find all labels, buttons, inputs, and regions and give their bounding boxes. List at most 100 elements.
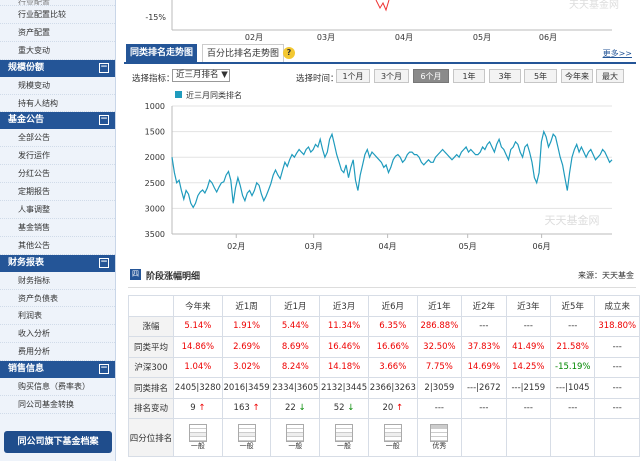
menu-item[interactable]: 定期报告 <box>0 183 115 202</box>
menu-item[interactable]: 同公司基金转换 <box>0 396 115 414</box>
rank-change-value: 52 <box>333 403 345 414</box>
rank-change-value: --- <box>434 403 444 414</box>
rank-change-value: 163 <box>233 403 250 414</box>
menu-item[interactable]: 持有人结构 <box>0 95 115 113</box>
menu-item[interactable]: 规模变动 <box>0 77 115 95</box>
quartile-segment <box>189 425 206 429</box>
menu-item[interactable]: 利润表 <box>0 307 115 326</box>
section-marker-icon: 四 <box>130 269 141 280</box>
row-label: 沪深300 <box>128 356 174 378</box>
quartile-segment <box>384 425 401 429</box>
menu-item[interactable]: 收入分析 <box>0 325 115 344</box>
period-button[interactable]: 3年 <box>489 69 521 83</box>
time-label: 选择时间： <box>296 74 339 84</box>
section-header-finance[interactable]: 财务报表 − <box>0 254 115 272</box>
table-cell: ---|2159 <box>505 377 552 399</box>
quartile-bars-icon <box>188 424 207 442</box>
quartile-segment <box>238 437 255 441</box>
menu-item[interactable]: 资产负债表 <box>0 290 115 308</box>
collapse-icon[interactable]: − <box>99 363 109 375</box>
table-cell: 2016|3459 <box>221 377 272 399</box>
period-button[interactable]: 6个月 <box>413 69 449 83</box>
period-button[interactable]: 3个月 <box>374 69 409 83</box>
menu-item[interactable]: 发行运作 <box>0 147 115 166</box>
menu-item[interactable]: 费用分析 <box>0 343 115 362</box>
quartile-indicator: 一般 <box>286 424 305 450</box>
menu-item[interactable]: 购买信息（费率表） <box>0 378 115 397</box>
rank-change-value: --- <box>479 403 489 414</box>
rank-change-cell: --- <box>461 397 507 419</box>
table-cell: 318.80% <box>594 315 640 337</box>
section-header-scale[interactable]: 规模份额 − <box>0 59 115 77</box>
perf-source: 来源：天天基金 <box>578 271 634 280</box>
menu-item[interactable]: 其他公告 <box>0 237 115 255</box>
menu-item[interactable]: 财务指标 <box>0 272 115 290</box>
collapse-icon[interactable]: − <box>99 61 109 73</box>
table-cell: -15.19% <box>550 356 596 378</box>
section-title: 规模份额 <box>8 62 45 73</box>
table-cell: 5.14% <box>172 315 223 337</box>
table-cell: --- <box>550 315 596 337</box>
quartile-segment <box>336 437 353 441</box>
quartile-label: 一般 <box>288 442 303 450</box>
quartile-segment <box>384 433 401 437</box>
table-cell: 16.66% <box>367 336 418 358</box>
more-link[interactable]: 更多>> <box>602 49 632 58</box>
column-header: 近3月 <box>319 295 369 317</box>
table-cell: 286.88% <box>416 315 463 337</box>
table-row: 四分位排名 一般 一般 一般 一般 一般 优秀 <box>128 418 640 457</box>
menu-item[interactable]: 分红公告 <box>0 165 115 184</box>
perf-table: 今年来 近1周 近1月 近3月 近6月 近1年 近2年 近3年 近5年 成立来 涨幅 5.14% 1.9… <box>128 295 640 457</box>
table-cell: --- <box>594 336 640 358</box>
arrow-down-icon: ↓ <box>344 403 355 414</box>
row-label: 四分位排名 <box>128 418 174 457</box>
collapse-icon[interactable]: − <box>99 114 109 126</box>
section-header-sales[interactable]: 销售信息 − <box>0 361 115 379</box>
help-icon[interactable]: ? <box>283 47 295 59</box>
section-header-notice[interactable]: 基金公告 − <box>0 112 115 130</box>
menu-item[interactable]: 资产配置 <box>0 24 115 42</box>
table-cell: 2132|3445 <box>319 377 369 399</box>
period-button[interactable]: 最大 <box>596 69 624 83</box>
rank-change-cell: 22 ↓ <box>270 397 321 419</box>
menu-item[interactable]: 全部公告 <box>0 129 115 148</box>
y-tick-label: 1000 <box>145 102 165 111</box>
tab-percent-rank-trend[interactable]: 百分比排名走势图 <box>202 44 285 62</box>
menu-item[interactable]: 行业配置比较 <box>0 6 115 24</box>
quartile-cell: 一般 <box>367 418 418 457</box>
menu-item[interactable]: 基金销售 <box>0 219 115 237</box>
menu-item-cut[interactable]: 行业配置 <box>0 0 115 6</box>
quartile-indicator: 一般 <box>188 424 207 450</box>
x-tick-label: 02月 <box>227 242 245 251</box>
quartile-segment <box>287 429 304 433</box>
collapse-icon[interactable]: − <box>99 256 109 268</box>
perf-section-header: 四 阶段涨幅明细 来源：天天基金 <box>128 262 636 288</box>
company-funds-button[interactable]: 同公司旗下基金档案 <box>4 431 112 453</box>
quartile-bars-icon <box>383 424 402 442</box>
period-button[interactable]: 今年来 <box>561 69 593 83</box>
period-button[interactable]: 5年 <box>524 69 557 83</box>
quartile-segment <box>189 437 206 441</box>
tab-rank-trend[interactable]: 同类排名走势图 <box>126 44 198 62</box>
period-button[interactable]: 1个月 <box>336 69 370 83</box>
y-tick-label: 1500 <box>145 128 165 137</box>
menu-item[interactable]: 人事调整 <box>0 201 115 219</box>
quartile-segment <box>431 425 448 429</box>
table-cell: --- <box>505 315 552 337</box>
column-header: 近1月 <box>270 295 321 317</box>
quartile-cell: 一般 <box>172 418 223 457</box>
rank-change-value: --- <box>523 403 533 414</box>
arrow-down-icon: ↓ <box>295 403 306 414</box>
quartile-bars-icon <box>286 424 305 442</box>
table-cell: 3.02% <box>221 356 272 378</box>
menu-item[interactable]: 重大变动 <box>0 42 115 60</box>
period-button[interactable]: 1年 <box>453 69 485 83</box>
column-header: 近3年 <box>505 295 552 317</box>
top-watermark: 天天基金网 <box>569 0 619 11</box>
quartile-indicator: 一般 <box>237 424 256 450</box>
quartile-label: 一般 <box>190 442 205 450</box>
rank-change-value: 22 <box>284 403 296 414</box>
legend-label: 近三月同类排名 <box>186 90 242 100</box>
indicator-select[interactable]: 近三月排名 ▼ <box>172 69 230 82</box>
quartile-segment <box>336 429 353 433</box>
